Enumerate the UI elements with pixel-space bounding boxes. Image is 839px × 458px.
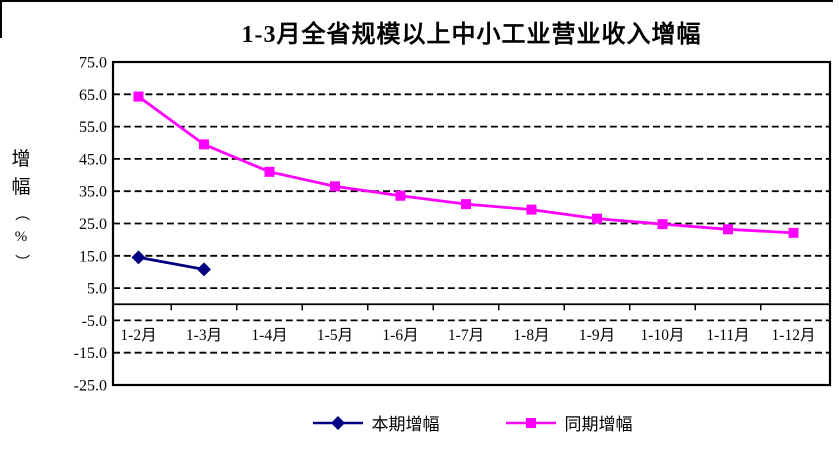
square-marker-icon: [395, 190, 406, 201]
x-tick-label: 1-5月: [317, 327, 353, 344]
y-tick-label: 35.0: [79, 184, 107, 201]
screenshot-left-border: [0, 0, 2, 38]
x-tick-label: 1-2月: [120, 327, 156, 344]
legend-item-same-period: 同期增幅: [504, 410, 633, 435]
square-marker-icon: [461, 199, 471, 210]
diamond-marker-icon: [197, 262, 211, 277]
y-tick-label: 75.0: [79, 55, 107, 72]
y-tick-label: -5.0: [82, 313, 107, 330]
square-marker-icon: [657, 219, 668, 230]
y-tick-label: 55.0: [79, 119, 107, 136]
y-axis-title-char: %: [14, 229, 28, 245]
square-marker-icon: [505, 417, 556, 428]
x-tick-label: 1-9月: [579, 327, 615, 344]
square-marker-icon: [264, 166, 275, 177]
square-marker-icon: [526, 204, 537, 215]
y-tick-label: 15.0: [79, 248, 107, 265]
series-line: [137, 95, 794, 235]
square-marker-icon: [723, 224, 733, 235]
screenshot-top-border: [0, 0, 833, 2]
y-axis-title: 增幅（%）: [5, 150, 37, 269]
legend: 本期增幅 同期增幅: [113, 410, 830, 435]
square-marker-icon: [788, 227, 799, 238]
diamond-marker-icon: [312, 415, 363, 430]
square-marker-icon: [592, 213, 602, 224]
x-tick-label: 1-12月: [772, 327, 816, 344]
x-tick-label: 1-4月: [251, 327, 287, 344]
chart-title: 1-3月全省规模以上中小工业营业收入增幅: [241, 22, 702, 48]
y-axis-title-char: 增: [11, 149, 31, 170]
square-marker-icon: [330, 181, 340, 192]
square-marker-icon: [199, 139, 209, 150]
series-line: [138, 256, 205, 271]
plot-border: [111, 60, 832, 387]
x-tick-label: 1-11月: [706, 327, 749, 344]
y-tick-label: 65.0: [79, 87, 107, 104]
legend-label-same-period: 同期增幅: [564, 415, 633, 434]
x-tick-label: 1-10月: [641, 327, 685, 344]
x-tick-label: 1-6月: [382, 327, 418, 344]
x-tick-label: 1-7月: [448, 327, 484, 344]
x-tick-label: 1-8月: [513, 327, 549, 344]
y-tick-label: -15.0: [74, 345, 107, 362]
legend-label-current-period: 本期增幅: [371, 415, 440, 434]
y-tick-label: -25.0: [74, 378, 107, 395]
diamond-marker-icon: [131, 250, 146, 265]
y-tick-label: 45.0: [79, 151, 107, 168]
x-tick-label: 1-3月: [186, 327, 222, 344]
square-marker-icon: [133, 91, 144, 102]
legend-item-current-period: 本期增幅: [311, 410, 440, 435]
y-tick-label: 5.0: [87, 281, 107, 298]
y-axis-title-char: 幅: [11, 177, 31, 198]
y-tick-label: 25.0: [79, 216, 107, 233]
